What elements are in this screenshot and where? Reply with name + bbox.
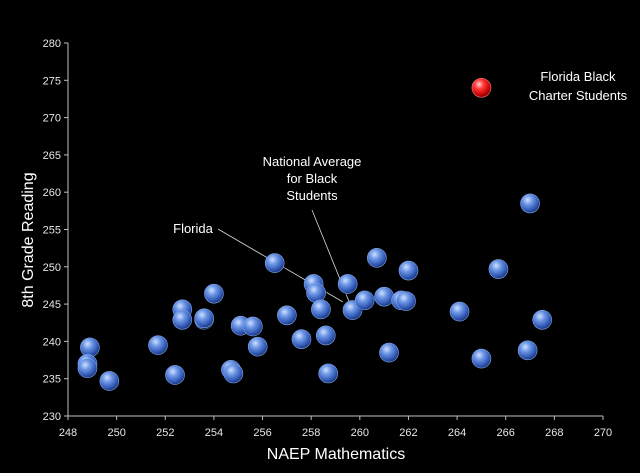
x-tick-label: 254: [205, 427, 223, 439]
state-point: [277, 305, 297, 326]
annotation-national-label: National Average: [263, 154, 362, 169]
state-point: [488, 259, 509, 279]
annotation-national-label: for Black: [287, 171, 338, 186]
y-tick-label: 275: [43, 75, 61, 87]
title-part-averages: Averages for Black Students: [164, 40, 378, 59]
state-point: [291, 329, 312, 349]
x-tick-label: 266: [497, 427, 515, 439]
y-tick-label: 235: [43, 374, 61, 386]
state-point: [337, 274, 358, 294]
x-tick-label: 252: [156, 427, 174, 439]
x-tick-label: 270: [594, 427, 612, 439]
state-point: [223, 363, 244, 384]
tick-labels: 248 250 252 254 256 258 260 262 264 266 268 270 230 2…: [43, 38, 613, 439]
x-tick-label: 256: [253, 427, 271, 439]
title-part-charter: Florida Black Students Attending Charter…: [78, 18, 450, 37]
state-point: [367, 248, 387, 268]
y-tick-label: 265: [43, 150, 61, 162]
y-tick-label: 255: [43, 225, 61, 237]
state-point: [374, 286, 394, 307]
x-tick-label: 258: [302, 427, 320, 439]
state-point: [517, 340, 538, 361]
y-tick-label: 270: [43, 113, 61, 125]
state-point: [306, 283, 326, 303]
annotations: Florida Black Charter Students National Av…: [173, 69, 628, 236]
annotation-leader-lines: [217, 209, 353, 311]
annotation-charter-label: Charter Students: [529, 88, 628, 103]
title-part-statewide: Statewide: [488, 18, 563, 37]
x-tick-label: 248: [59, 427, 77, 439]
x-tick-label: 260: [351, 427, 369, 439]
state-point: [532, 309, 553, 330]
state-point: [243, 316, 263, 337]
chart-axes: [64, 42, 604, 420]
title-part-and: and: [450, 18, 488, 37]
y-tick-label: 245: [43, 299, 61, 311]
x-axis-title: NAEP Mathematics: [267, 446, 405, 463]
state-point: [315, 325, 336, 346]
state-point: [194, 308, 214, 329]
data-points: [77, 77, 554, 393]
state-point: [99, 371, 120, 391]
annotation-charter-label: Florida Black: [540, 69, 616, 84]
state-point: [379, 342, 399, 363]
state-point: [471, 348, 492, 369]
state-point: [247, 336, 268, 357]
charter-point: [471, 77, 492, 98]
state-point: [318, 363, 339, 384]
state-point: [77, 358, 98, 379]
state-point: [398, 260, 419, 281]
x-tick-label: 250: [107, 427, 125, 439]
state-point: [354, 290, 375, 311]
state-point: [396, 291, 416, 311]
annotation-florida-label: Florida: [173, 221, 214, 236]
state-point: [172, 309, 193, 330]
y-tick-label: 280: [43, 38, 61, 50]
state-point: [204, 283, 224, 304]
x-tick-label: 264: [448, 427, 466, 439]
chart-title-line-2: Averages for Black Students, 2019 NAEP: [164, 40, 476, 59]
annotation-national-label: Students: [286, 188, 338, 203]
state-point: [264, 253, 285, 273]
x-tick-label: 268: [545, 427, 563, 439]
title-part-year: , 2019 NAEP: [378, 40, 476, 59]
state-point: [80, 337, 100, 358]
y-tick-label: 260: [43, 187, 61, 199]
state-point: [148, 335, 168, 355]
chart-title-line-1: Florida Black Students Attending Charter…: [78, 18, 563, 37]
state-point: [449, 301, 470, 322]
y-axis-title: 8th Grade Reading: [20, 172, 37, 307]
state-point: [311, 299, 331, 320]
y-tick-label: 230: [43, 411, 61, 423]
y-tick-label: 250: [43, 262, 61, 274]
state-point: [165, 365, 185, 385]
x-tick-label: 262: [399, 427, 417, 439]
y-tick-label: 240: [43, 336, 61, 348]
state-point: [520, 193, 540, 214]
